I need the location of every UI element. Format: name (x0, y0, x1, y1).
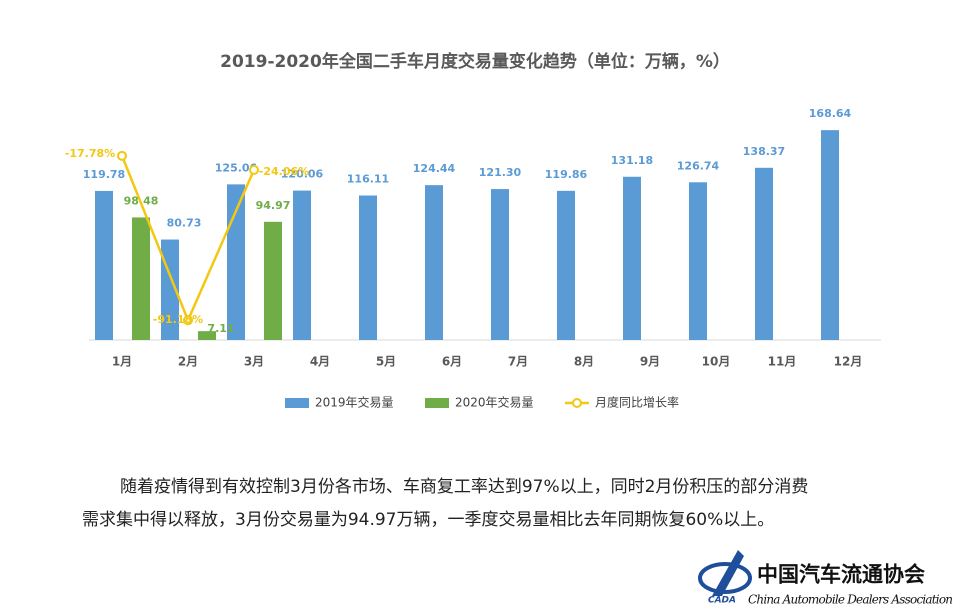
data-label: 120.06 (281, 168, 324, 181)
data-label: 138.37 (743, 145, 785, 158)
paragraph-line: 需求集中得以释放，3月份交易量为94.97万辆，一季度交易量相比去年同期恢复60… (82, 510, 774, 530)
data-label: 168.64 (809, 107, 852, 120)
legend-label: 月度同比增长率 (595, 395, 679, 410)
logo-stroke (712, 550, 744, 596)
legend-label: 2019年交易量 (315, 395, 394, 410)
logo-abbr: CADA (708, 596, 736, 606)
x-tick-label: 11月 (768, 355, 797, 369)
x-tick-label: 3月 (244, 355, 264, 369)
x-tick-label: 2月 (178, 355, 198, 369)
bar (557, 190, 575, 340)
x-tick-label: 10月 (702, 355, 731, 369)
chart-title: 2019-2020年全国二手车月度交易量变化趋势（单位：万辆，%） (220, 51, 730, 72)
logo: CADA 中国汽车流通协会 China Automobile Dealers A… (698, 550, 953, 607)
line-point (117, 150, 127, 161)
data-label: 126.74 (677, 159, 720, 172)
logo-cn: 中国汽车流通协会 (757, 562, 925, 587)
data-label: 125.06 (215, 161, 258, 174)
legend-label: 2020年交易量 (455, 395, 534, 410)
data-label: 94.97 (256, 199, 291, 212)
x-tick-label: 4月 (310, 355, 330, 369)
data-label: -91.18% (153, 313, 203, 326)
bar (227, 184, 245, 340)
line-point (183, 315, 193, 326)
paragraph-line: 随着疫情得到有效控制3月份各市场、车商复工率达到97%以上，同时2月份积压的部分… (120, 477, 808, 497)
bar (95, 190, 113, 340)
bar (359, 195, 377, 340)
data-label: 121.30 (479, 166, 522, 179)
x-tick-label: 6月 (442, 355, 462, 369)
data-label: 119.86 (545, 168, 588, 181)
data-label: 116.11 (347, 173, 389, 186)
logo-ring (698, 562, 752, 594)
x-tick-label: 9月 (640, 355, 660, 369)
legend-swatch (572, 398, 582, 408)
x-tick-label: 5月 (376, 355, 396, 369)
bar (425, 185, 443, 340)
bar (264, 221, 282, 340)
data-label: 131.18 (611, 154, 653, 167)
data-label: 7.11 (207, 322, 234, 335)
data-label: -24.06% (259, 165, 309, 178)
x-tick-label: 8月 (574, 355, 594, 369)
x-tick-label: 1月 (112, 355, 132, 369)
bar (821, 130, 839, 340)
logo-en: China Automobile Dealers Association (748, 593, 953, 607)
bar (198, 331, 216, 340)
data-label: 119.78 (83, 168, 125, 181)
line-point (249, 164, 259, 175)
x-tick-label: 12月 (834, 355, 863, 369)
bar (491, 189, 509, 340)
data-label: 124.44 (413, 162, 456, 175)
bar (623, 176, 641, 340)
bar (755, 167, 773, 340)
bar (689, 182, 707, 340)
data-label: -17.78% (65, 147, 115, 160)
bar (132, 217, 150, 340)
legend-swatch (285, 398, 309, 408)
data-label: 80.73 (167, 217, 202, 230)
bar (293, 190, 311, 340)
legend-swatch (425, 398, 449, 408)
x-tick-label: 7月 (508, 355, 528, 369)
